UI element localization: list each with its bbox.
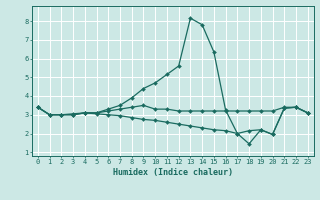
X-axis label: Humidex (Indice chaleur): Humidex (Indice chaleur) bbox=[113, 168, 233, 177]
